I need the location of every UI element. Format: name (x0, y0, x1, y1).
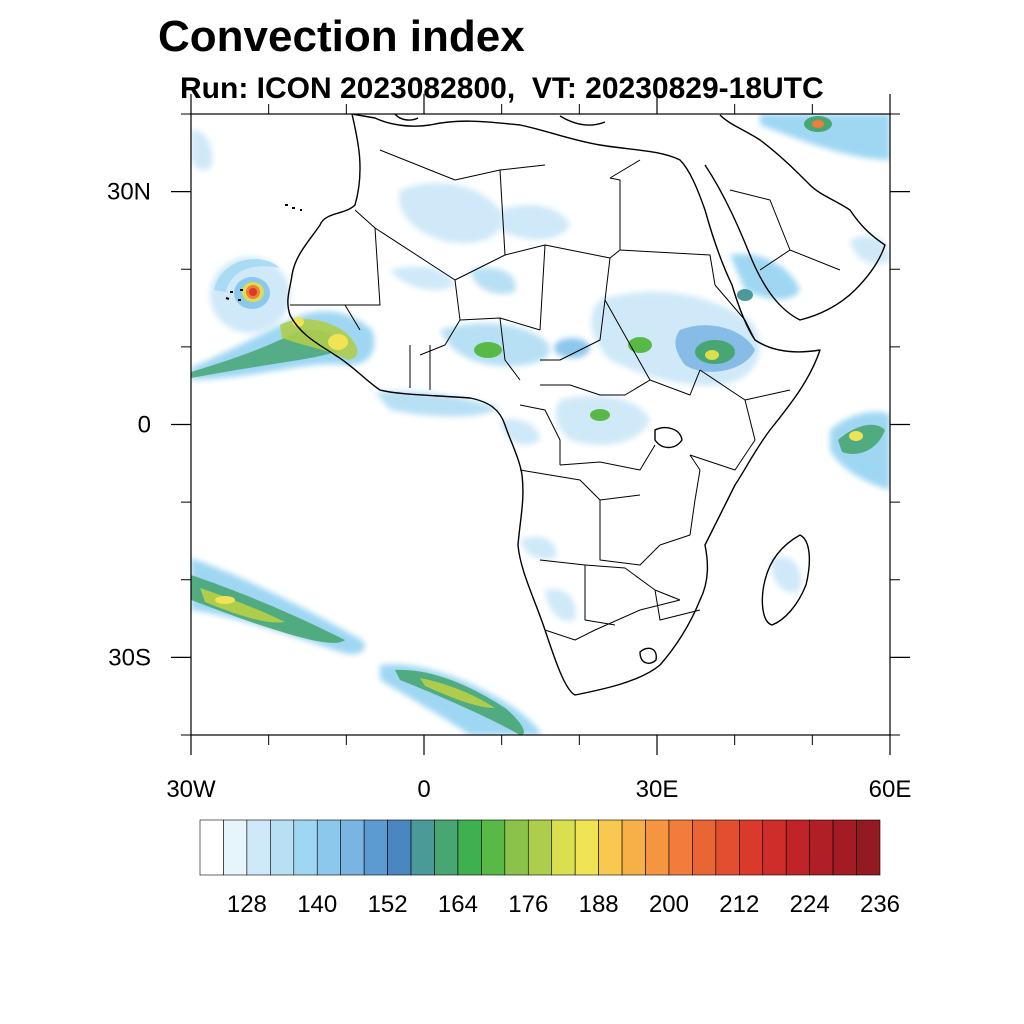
indian-ocean-cell (830, 411, 890, 490)
lat-tick-label: 30N (107, 179, 151, 206)
colorbar-swatch (574, 819, 599, 876)
colorbar-swatch (856, 819, 881, 876)
colorbar-swatch (457, 819, 482, 876)
colorbar-swatch (434, 819, 459, 876)
lat-tick-label: 30S (108, 644, 151, 671)
colorbar-swatch (621, 819, 646, 876)
africa-coastline (287, 114, 821, 696)
colorbar-swatch (270, 819, 295, 876)
colorbar-swatch (340, 819, 365, 876)
colorbar-swatch (739, 819, 764, 876)
colorbar-label: 224 (790, 891, 830, 918)
colorbar-label: 176 (508, 891, 548, 918)
chart-subtitle: Run: ICON 2023082800, VT: 20230829-18UTC (180, 72, 824, 105)
colorbar-swatch (762, 819, 787, 876)
atlantic-north-patch (191, 129, 213, 171)
sahara-patch (470, 267, 516, 294)
arabia-coastline (704, 114, 886, 321)
colorbar-swatch (481, 819, 506, 876)
south-africa-patch (545, 589, 576, 622)
colorbar-swatch (504, 819, 529, 876)
colorbar-swatch (551, 819, 576, 876)
colorbar-label: 128 (227, 891, 267, 918)
lon-tick-label: 30E (636, 776, 679, 803)
central-africa-field (500, 395, 650, 445)
lon-tick-label: 0 (417, 776, 430, 803)
country-borders (290, 149, 841, 641)
ethiopia-field (591, 254, 800, 386)
colorbar-label: 212 (719, 891, 759, 918)
colorbar-swatch (387, 819, 412, 876)
south-africa-patch (520, 536, 557, 560)
lon-tick-label: 30W (166, 776, 216, 803)
convection-field (191, 114, 890, 735)
colorbar-label: 140 (297, 891, 337, 918)
sahel-field (440, 323, 590, 367)
colorbar-swatch (715, 819, 740, 876)
colorbar-swatch (645, 819, 670, 876)
colorbar-swatch (527, 819, 553, 876)
coastlines (225, 114, 886, 696)
sahara-patch (500, 205, 570, 240)
colorbar-swatch (785, 819, 810, 876)
madagascar-coastline (761, 534, 811, 626)
colorbar-swatch (809, 819, 834, 876)
colorbar-label: 188 (579, 891, 619, 918)
arabia-north-field (760, 114, 890, 160)
west-africa-band (191, 311, 375, 380)
sahara-patch (390, 266, 455, 290)
cyclone-cell (210, 257, 290, 333)
south-atlantic-band-2 (380, 664, 541, 735)
colorbar-swatch (410, 819, 435, 876)
colorbar-swatch (598, 819, 623, 876)
lat-tick-label: 0 (138, 412, 151, 439)
colorbar-swatch (246, 819, 271, 876)
chart-title: Convection index (158, 12, 525, 61)
south-atlantic-band-1 (191, 558, 365, 655)
colorbar: 128 140 152 164 176 188 200 212 224 236 (199, 819, 900, 918)
colorbar-swatch (668, 819, 693, 876)
colorbar-label: 164 (438, 891, 478, 918)
arabian-sea-patch (850, 235, 890, 265)
lon-tick-label: 60E (869, 776, 912, 803)
madagascar-patch (770, 556, 801, 593)
colorbar-label: 200 (649, 891, 689, 918)
guinea-band (375, 391, 500, 417)
colorbar-swatch (832, 819, 857, 876)
colorbar-swatch (223, 819, 248, 876)
colorbar-swatch (316, 819, 341, 876)
colorbar-swatch (363, 819, 388, 876)
colorbar-swatch (199, 819, 224, 876)
axis-ticks: 30N 0 30S 30W 0 30E 60E (107, 94, 911, 803)
sahara-patch (399, 182, 502, 244)
colorbar-swatch (293, 819, 318, 876)
colorbar-label: 236 (860, 891, 900, 918)
colorbar-swatch (692, 819, 717, 876)
colorbar-label: 152 (368, 891, 408, 918)
